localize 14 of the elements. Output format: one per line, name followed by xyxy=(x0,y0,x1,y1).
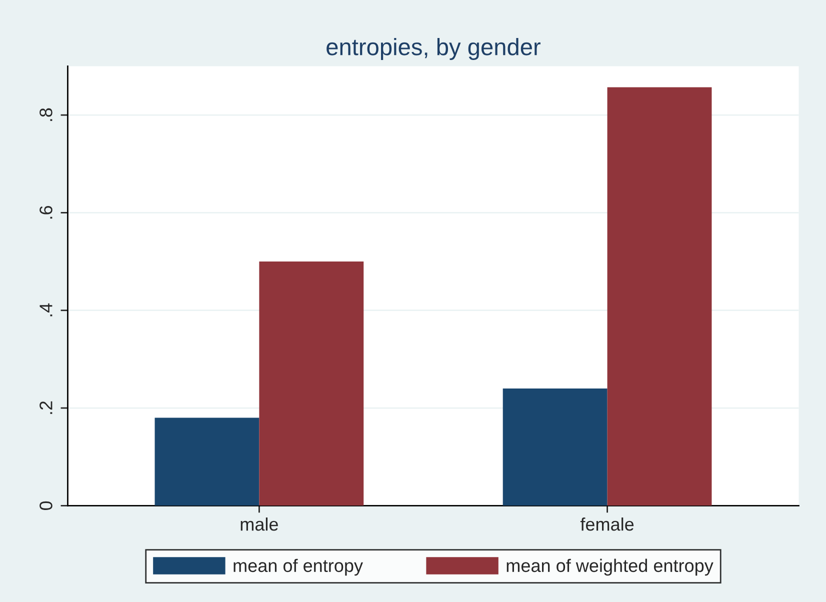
bar xyxy=(502,388,608,506)
y-tick-label: 0 xyxy=(40,501,52,510)
chart-title: entropies, by gender xyxy=(326,38,540,60)
legend-label: mean of entropy xyxy=(234,558,363,576)
y-tick-label: .2 xyxy=(40,401,52,414)
y-tick-label: .6 xyxy=(40,206,52,219)
bar xyxy=(259,262,364,506)
x-tick-label: female xyxy=(580,517,634,531)
bar xyxy=(607,87,712,506)
bar xyxy=(154,418,260,506)
y-tick-label: .8 xyxy=(40,108,52,121)
x-tick-label: male xyxy=(240,517,278,531)
legend-label: mean of weighted entropy xyxy=(506,558,714,576)
y-tick-label: .4 xyxy=(40,303,52,316)
